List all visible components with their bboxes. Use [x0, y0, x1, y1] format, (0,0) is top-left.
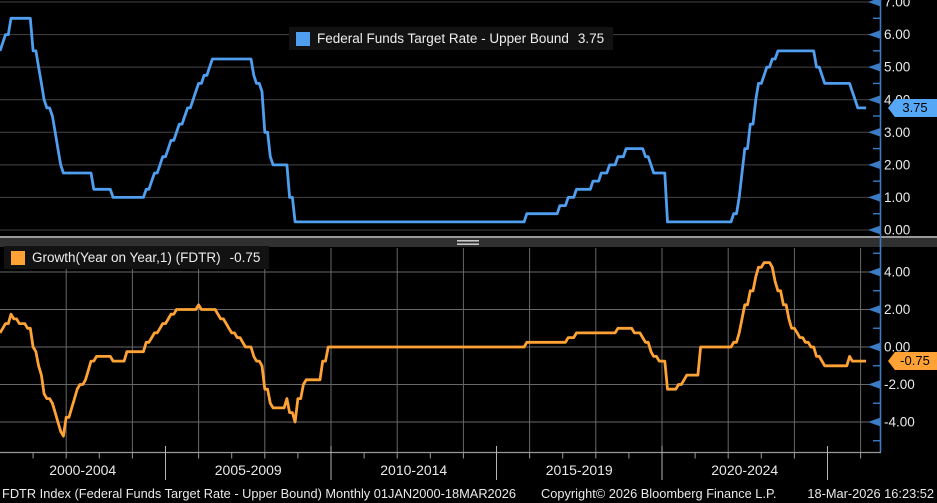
panel-divider-handle[interactable]: [457, 240, 479, 242]
rate-legend-label: Federal Funds Target Rate - Upper Bound: [317, 31, 569, 46]
axis-tick-label: 1.00: [884, 190, 910, 205]
growth-legend-value: -0.75: [229, 250, 261, 265]
axis-tick-label: 0.00: [884, 223, 910, 238]
growth-last-value-badge: -0.75: [888, 352, 937, 370]
legend-growth[interactable]: Growth(Year on Year,1) (FDTR) -0.75: [4, 246, 270, 269]
security-description: FDTR Index (Federal Funds Target Rate - …: [2, 486, 517, 501]
axis-major-tick-arrow: [868, 380, 880, 389]
panel-divider-handle[interactable]: [457, 243, 479, 245]
axis-tick-label: 3.00: [884, 125, 910, 140]
axis-major-tick-arrow: [868, 0, 880, 7]
axis-major-tick-arrow: [868, 95, 880, 104]
copyright-text: Copyright© 2026 Bloomberg Finance L.P.: [541, 486, 777, 501]
axis-tick-label: 2.00: [884, 302, 910, 317]
panel-divider-bar: [0, 238, 937, 247]
rate-legend-swatch: [296, 31, 310, 46]
growth-line: [0, 261, 867, 438]
panel-divider-line: [0, 236, 937, 238]
axis-tick-label: -4.00: [884, 415, 915, 430]
axis-tick-label: -2.00: [884, 377, 915, 392]
axis-major-tick-arrow: [868, 267, 880, 277]
axis-major-tick-arrow: [868, 417, 880, 427]
axis-major-tick-arrow: [868, 62, 880, 72]
axis-tick-label: 2.00: [884, 157, 910, 172]
axis-major-tick-arrow: [868, 128, 880, 137]
axis-major-tick-arrow: [868, 193, 880, 202]
axis-major-tick-arrow: [868, 160, 880, 170]
x-range-label: 2020-2024: [711, 462, 778, 478]
x-range-label: 2005-2009: [215, 462, 282, 478]
rate-legend-value: 3.75: [577, 31, 605, 46]
axis-tick-label: 7.00: [884, 0, 910, 10]
x-range-label: 2000-2004: [49, 462, 116, 478]
axis-major-tick-arrow: [868, 342, 880, 352]
timestamp: 18-Mar-2026 16:23:52: [807, 486, 934, 501]
axis-tick-label: 4.00: [884, 265, 910, 280]
growth-legend-swatch: [11, 250, 25, 265]
rate-line: [0, 16, 867, 224]
axis-major-tick-arrow: [868, 30, 880, 39]
axis-tick-label: 5.00: [884, 60, 910, 75]
axis-tick-label: 0.00: [884, 340, 910, 355]
x-range-label: 2010-2014: [380, 462, 447, 478]
axis-major-tick-arrow: [868, 225, 880, 235]
axis-tick-label: 6.00: [884, 27, 910, 42]
axis-major-tick-arrow: [868, 305, 880, 314]
rate-last-value-badge: 3.75: [888, 99, 937, 117]
x-range-label: 2015-2019: [546, 462, 613, 478]
status-bar: FDTR Index (Federal Funds Target Rate - …: [0, 482, 937, 503]
growth-legend-label: Growth(Year on Year,1) (FDTR): [32, 250, 221, 265]
legend-rate[interactable]: Federal Funds Target Rate - Upper Bound …: [289, 27, 614, 50]
